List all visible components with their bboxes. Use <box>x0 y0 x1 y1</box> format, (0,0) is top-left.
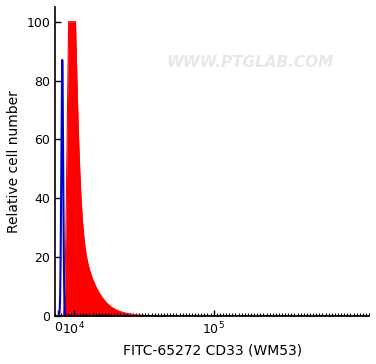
Y-axis label: Relative cell number: Relative cell number <box>7 90 21 233</box>
X-axis label: FITC-65272 CD33 (WM53): FITC-65272 CD33 (WM53) <box>123 343 302 357</box>
Text: WWW.PTGLAB.COM: WWW.PTGLAB.COM <box>166 55 334 70</box>
